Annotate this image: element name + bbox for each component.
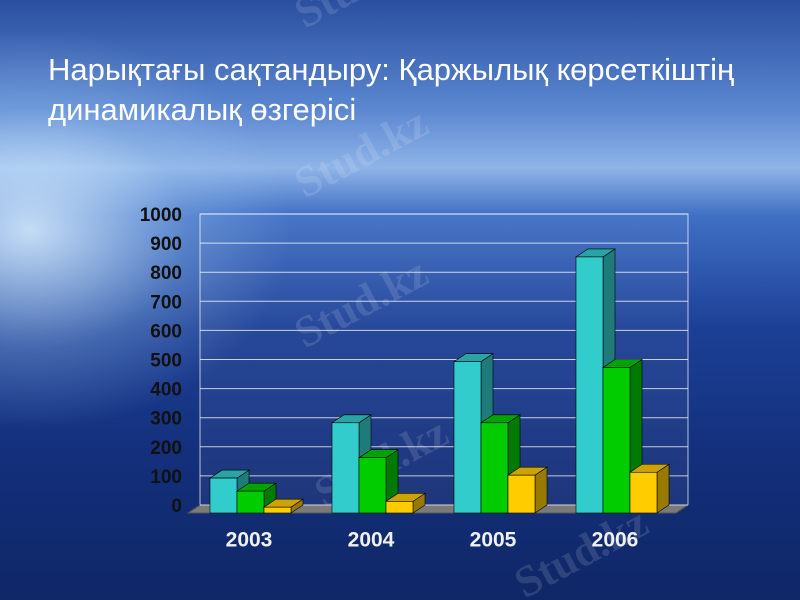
y-tick-label: 600 [150, 321, 182, 342]
x-tick-label: 2006 [592, 529, 639, 552]
x-tick-label: 2004 [348, 529, 395, 552]
bar [209, 477, 238, 514]
bar [480, 422, 509, 514]
y-tick-label: 900 [150, 234, 182, 255]
bar-side [656, 463, 670, 514]
bar [331, 422, 360, 514]
slide-title: Нарықтағы сақтандыру: Қаржылық көрсеткіш… [48, 52, 735, 127]
bar [453, 361, 482, 514]
y-tick-label: 1000 [140, 205, 182, 226]
bar [507, 474, 536, 514]
bar [358, 457, 387, 514]
x-tick-label: 2003 [226, 529, 273, 552]
bar [385, 501, 414, 514]
bar [263, 506, 292, 514]
bar [236, 490, 265, 514]
bar [629, 471, 658, 514]
x-tick-label: 2005 [470, 529, 517, 552]
bar [602, 367, 631, 514]
y-tick-label: 400 [150, 380, 182, 401]
y-tick-label: 700 [150, 292, 182, 313]
y-tick-label: 300 [150, 409, 182, 430]
watermark: Stud.kz [286, 97, 435, 207]
y-tick-label: 100 [150, 467, 182, 488]
watermark: Stud.kz [286, 0, 435, 38]
y-tick-label: 0 [171, 496, 182, 517]
y-tick-label: 500 [150, 351, 182, 372]
y-tick-label: 200 [150, 438, 182, 459]
bar [575, 256, 604, 514]
y-tick-label: 800 [150, 263, 182, 284]
